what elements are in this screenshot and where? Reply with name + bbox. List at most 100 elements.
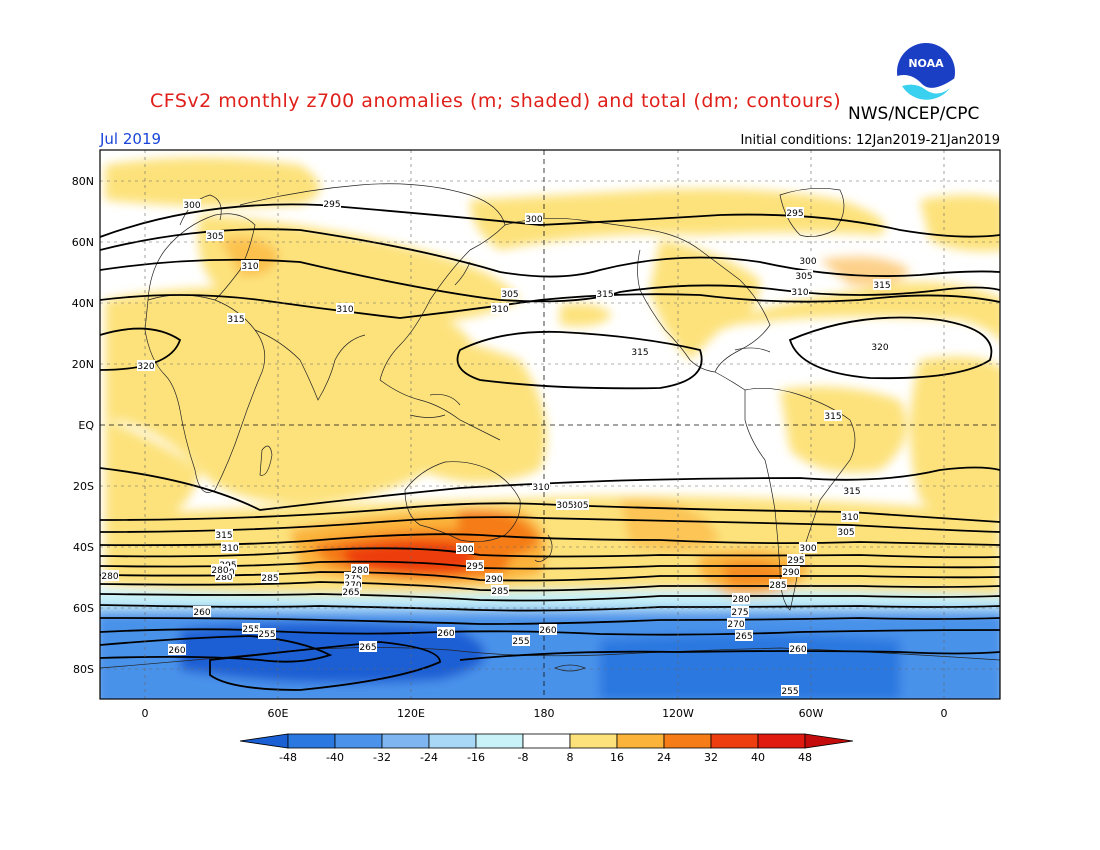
colorbar: -48 -40 -32 -24 -16 -8 8 16 24 32 40 48 bbox=[239, 733, 854, 764]
colorbar-segment bbox=[663, 733, 712, 749]
colorbar-label: 8 bbox=[567, 751, 574, 764]
contour-label-text: 300 bbox=[799, 544, 816, 554]
contour-label: 295 bbox=[786, 207, 804, 219]
contour-label-text: 295 bbox=[323, 200, 340, 210]
colorbar-segment bbox=[334, 733, 383, 749]
contour-label-text: 275 bbox=[731, 608, 748, 618]
chart-title: CFSv2 monthly z700 anomalies (m; shaded)… bbox=[150, 90, 842, 112]
contour-label: 280 bbox=[215, 571, 233, 583]
lat-tick-80n: 80N bbox=[72, 175, 94, 188]
noaa-logo-text: NOAA bbox=[908, 57, 944, 70]
contour-label-text: 255 bbox=[242, 625, 259, 635]
contour-label-text: 310 bbox=[336, 305, 353, 315]
graticule bbox=[100, 150, 1000, 699]
contour-label: 300 bbox=[799, 542, 817, 554]
contour-label-text: 280 bbox=[351, 566, 368, 576]
contour-label: 280 bbox=[732, 593, 750, 605]
lon-tick-60e: 60E bbox=[268, 707, 289, 720]
valid-month-label: Jul 2019 bbox=[100, 130, 162, 148]
contour-label: 295 bbox=[466, 560, 484, 572]
contour-label-text: 285 bbox=[769, 581, 786, 591]
contour-label-text: 305 bbox=[571, 501, 588, 511]
contour-label-text: 295 bbox=[787, 556, 804, 566]
contour-label-text: 300 bbox=[525, 215, 542, 225]
noaa-logo: NOAA bbox=[896, 43, 955, 102]
contour-label-text: 295 bbox=[786, 209, 803, 219]
lat-tick-20s: 20S bbox=[73, 480, 94, 493]
contour-label-text: 315 bbox=[596, 290, 613, 300]
contour-label: 295 bbox=[787, 554, 805, 566]
colorbar-label: 32 bbox=[704, 751, 718, 764]
contour-label-text: 305 bbox=[501, 290, 518, 300]
contour-label: 315 bbox=[631, 346, 649, 358]
colorbar-label: -40 bbox=[326, 751, 344, 764]
contour-label: 315 bbox=[824, 410, 842, 422]
contour-label: 310 bbox=[532, 481, 550, 493]
contour-label: 315 bbox=[596, 288, 614, 300]
contour-label: 265 bbox=[342, 586, 360, 598]
contour-label-text: 315 bbox=[824, 412, 841, 422]
longitude-ticks: 0 60E 120E 180 120W 60W 0 bbox=[142, 707, 948, 720]
lat-tick-60n: 60N bbox=[72, 236, 94, 249]
contour-label: 295 bbox=[323, 198, 341, 210]
contour-label: 265 bbox=[359, 641, 377, 653]
contour-label: 275 bbox=[731, 606, 749, 618]
contour-label-text: 265 bbox=[359, 643, 376, 653]
lat-tick-20n: 20N bbox=[72, 358, 94, 371]
equator-dateline bbox=[100, 150, 1000, 699]
contour-label-text: 280 bbox=[732, 595, 749, 605]
lon-tick-0: 0 bbox=[142, 707, 149, 720]
contour-label: 320 bbox=[871, 341, 889, 353]
colorbar-label: 40 bbox=[751, 751, 765, 764]
contour-label-text: 260 bbox=[168, 646, 185, 656]
contour-label: 310 bbox=[336, 303, 354, 315]
lon-tick-180: 180 bbox=[534, 707, 555, 720]
contour-label: 305 bbox=[837, 526, 855, 538]
contour-label: 310 bbox=[491, 303, 509, 315]
initial-conditions-label: Initial conditions: 12Jan2019-21Jan2019 bbox=[740, 133, 1000, 148]
contour-label-text: 305 bbox=[556, 501, 573, 511]
contour-label-text: 315 bbox=[843, 487, 860, 497]
contour-label-text: 260 bbox=[437, 629, 454, 639]
contour-label: 280 bbox=[351, 564, 369, 576]
contour-label: 285 bbox=[491, 585, 509, 597]
latitude-ticks: 80N 60N 40N 20N EQ 20S 40S 60S 80S bbox=[72, 175, 95, 676]
contour-label: 260 bbox=[168, 644, 186, 656]
contour-label: 280 bbox=[211, 564, 229, 576]
contour-label: 255 bbox=[781, 685, 799, 697]
colorbar-label: 48 bbox=[798, 751, 812, 764]
contour-label: 260 bbox=[193, 606, 211, 618]
contour-label-text: 265 bbox=[735, 632, 752, 642]
contour-label-text: 310 bbox=[221, 544, 238, 554]
contour-label: 300 bbox=[183, 199, 201, 211]
colorbar-min-arrow bbox=[239, 733, 289, 749]
colorbar-segment bbox=[381, 733, 430, 749]
lon-tick-120e: 120E bbox=[397, 707, 425, 720]
colorbar-segment bbox=[710, 733, 759, 749]
contour-label-text: 305 bbox=[206, 232, 223, 242]
colorbar-label: -16 bbox=[467, 751, 485, 764]
contour-label: 320 bbox=[137, 360, 155, 372]
contour-label-text: 280 bbox=[215, 573, 232, 583]
contour-label: 310 bbox=[841, 511, 859, 523]
contour-label-text: 255 bbox=[781, 687, 798, 697]
contour-label: 310 bbox=[241, 260, 259, 272]
contour-label: 305 bbox=[206, 230, 224, 242]
contour-label-text: 285 bbox=[261, 574, 278, 584]
lon-tick-0-east: 0 bbox=[941, 707, 948, 720]
contour-label-text: 310 bbox=[791, 288, 808, 298]
contour-label-text: 260 bbox=[193, 608, 210, 618]
contour-label: 290 bbox=[782, 566, 800, 578]
contour-label: 300 bbox=[799, 255, 817, 267]
contour-label-text: 280 bbox=[211, 566, 228, 576]
contour-label: 300 bbox=[456, 543, 474, 555]
colorbar-label: -48 bbox=[279, 751, 297, 764]
contour-label-text: 310 bbox=[532, 483, 549, 493]
contour-label-text: 320 bbox=[871, 343, 888, 353]
colorbar-segment bbox=[475, 733, 524, 749]
contour-label: 310 bbox=[221, 542, 239, 554]
colorbar-segment bbox=[428, 733, 477, 749]
contour-label-text: 315 bbox=[873, 281, 890, 291]
contour-label-text: 255 bbox=[512, 637, 529, 647]
lat-tick-40s: 40S bbox=[73, 541, 94, 554]
